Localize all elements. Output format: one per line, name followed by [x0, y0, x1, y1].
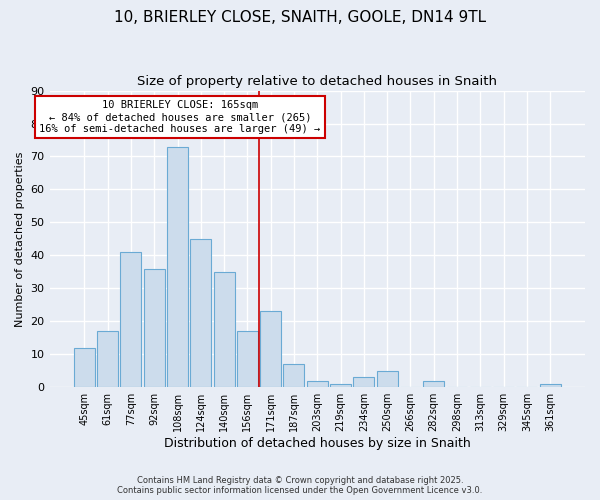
Bar	[97, 331, 118, 387]
Bar	[353, 378, 374, 387]
Bar	[237, 331, 258, 387]
Bar	[283, 364, 304, 387]
Text: 10, BRIERLEY CLOSE, SNAITH, GOOLE, DN14 9TL: 10, BRIERLEY CLOSE, SNAITH, GOOLE, DN14 …	[114, 10, 486, 25]
X-axis label: Distribution of detached houses by size in Snaith: Distribution of detached houses by size …	[164, 437, 470, 450]
Bar	[144, 268, 165, 387]
Bar	[214, 272, 235, 387]
Bar	[330, 384, 351, 387]
Title: Size of property relative to detached houses in Snaith: Size of property relative to detached ho…	[137, 75, 497, 88]
Bar	[167, 146, 188, 387]
Text: Contains HM Land Registry data © Crown copyright and database right 2025.
Contai: Contains HM Land Registry data © Crown c…	[118, 476, 482, 495]
Bar	[539, 384, 560, 387]
Y-axis label: Number of detached properties: Number of detached properties	[15, 151, 25, 326]
Bar	[74, 348, 95, 387]
Bar	[307, 380, 328, 387]
Bar	[121, 252, 142, 387]
Bar	[377, 370, 398, 387]
Bar	[190, 239, 211, 387]
Text: 10 BRIERLEY CLOSE: 165sqm
← 84% of detached houses are smaller (265)
16% of semi: 10 BRIERLEY CLOSE: 165sqm ← 84% of detac…	[39, 100, 320, 134]
Bar	[260, 312, 281, 387]
Bar	[423, 380, 444, 387]
